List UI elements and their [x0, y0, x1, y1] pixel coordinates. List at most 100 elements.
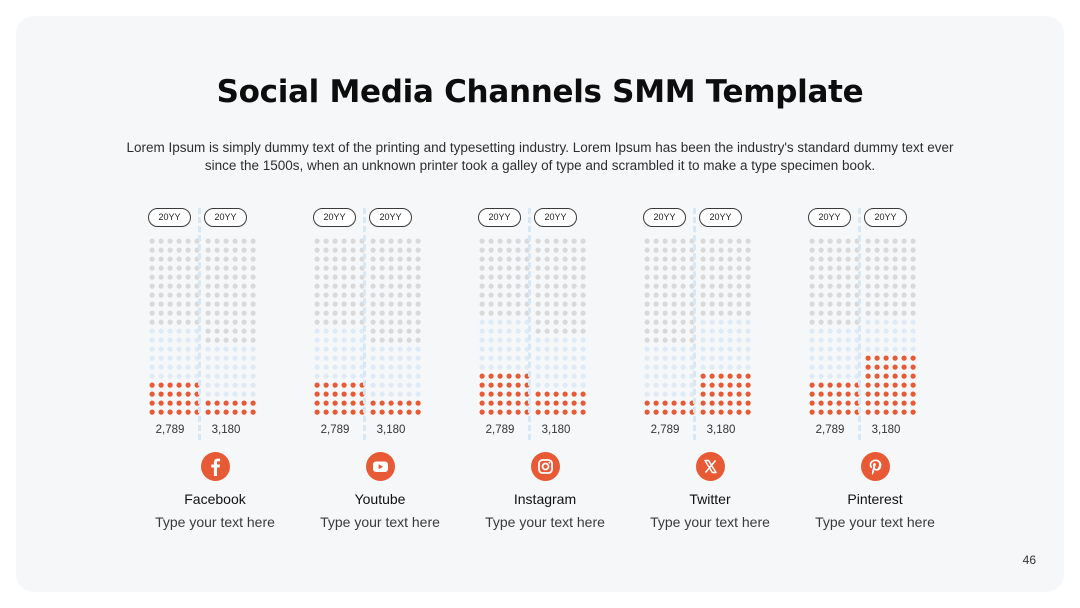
dot-light [488, 337, 494, 343]
dot-light [149, 364, 155, 370]
dot-empty [167, 238, 173, 244]
dot-empty [535, 319, 541, 325]
dot-empty [680, 337, 686, 343]
dot-filled [149, 391, 155, 397]
dot-light [488, 328, 494, 334]
channel-column-pinterest: 20YY 2,789 20YY 3,180 Pinterest Type your tex… [805, 208, 945, 538]
channel-description[interactable]: Type your text here [485, 514, 605, 530]
dot-filled [370, 400, 376, 406]
dot-empty [892, 256, 898, 262]
dot-empty [809, 256, 815, 262]
dot-light [415, 373, 421, 379]
dot-light [497, 328, 503, 334]
dot-light [515, 364, 521, 370]
dot-empty [332, 283, 338, 289]
dot-filled [736, 382, 742, 388]
dot-empty [718, 301, 724, 307]
dot-empty [845, 283, 851, 289]
dot-empty [250, 337, 256, 343]
channel-description[interactable]: Type your text here [155, 514, 275, 530]
dot-filled [515, 373, 521, 379]
dot-empty [671, 247, 677, 253]
dot-empty [736, 283, 742, 289]
dot-light [149, 346, 155, 352]
dot-light [553, 337, 559, 343]
dot-empty [214, 310, 220, 316]
dot-filled [901, 355, 907, 361]
dot-filled [149, 400, 155, 406]
dot-light [845, 355, 851, 361]
dot-empty [836, 247, 842, 253]
dot-light [553, 382, 559, 388]
dot-empty [644, 274, 650, 280]
dot-empty [479, 274, 485, 280]
dot-light [680, 382, 686, 388]
dot-empty [865, 265, 871, 271]
dot-filled [700, 400, 706, 406]
dot-light [250, 355, 256, 361]
dot-empty [571, 328, 577, 334]
dot-filled [865, 364, 871, 370]
dot-empty [827, 283, 833, 289]
dot-filled [406, 409, 412, 415]
dot-light [341, 346, 347, 352]
period-pill-left: 20YY [808, 208, 851, 227]
dot-light [515, 355, 521, 361]
channel-description[interactable]: Type your text here [815, 514, 935, 530]
dot-empty [241, 265, 247, 271]
dot-filled [158, 400, 164, 406]
dot-filled [341, 409, 347, 415]
dot-empty [506, 238, 512, 244]
value-label-left: 2,789 [155, 424, 185, 436]
dot-light [865, 337, 871, 343]
dot-empty [865, 247, 871, 253]
dot-filled [497, 382, 503, 388]
dot-filled [350, 400, 356, 406]
dot-filled [323, 409, 329, 415]
dot-light [323, 337, 329, 343]
channel-name: Facebook [184, 491, 246, 507]
dot-light [845, 373, 851, 379]
dot-filled [671, 409, 677, 415]
dot-filled [214, 400, 220, 406]
dot-empty [149, 256, 155, 262]
dot-light [901, 337, 907, 343]
dot-filled [680, 400, 686, 406]
dot-empty [506, 301, 512, 307]
dot-empty [892, 247, 898, 253]
dot-empty [709, 265, 715, 271]
dot-filled [544, 400, 550, 406]
dot-light [167, 328, 173, 334]
dot-empty [874, 256, 880, 262]
dot-empty [223, 310, 229, 316]
dot-filled [223, 400, 229, 406]
dot-light [167, 373, 173, 379]
dot-empty [718, 283, 724, 289]
dot-empty [874, 292, 880, 298]
dot-empty [232, 301, 238, 307]
dot-empty [314, 247, 320, 253]
channel-description[interactable]: Type your text here [650, 514, 770, 530]
channel-description[interactable]: Type your text here [320, 514, 440, 530]
dot-light [662, 346, 668, 352]
dot-light [479, 337, 485, 343]
dot-empty [910, 283, 916, 289]
dot-empty [350, 265, 356, 271]
dot-light [185, 364, 191, 370]
dot-empty [709, 283, 715, 289]
dot-empty [653, 301, 659, 307]
dot-empty [158, 238, 164, 244]
dot-empty [553, 310, 559, 316]
dot-filled [562, 391, 568, 397]
dot-empty [350, 301, 356, 307]
dot-empty [332, 310, 338, 316]
dot-light [379, 355, 385, 361]
dot-empty [149, 283, 155, 289]
dot-light [241, 355, 247, 361]
dot-light [653, 382, 659, 388]
dot-empty [379, 337, 385, 343]
dot-empty [580, 265, 586, 271]
dot-empty [205, 256, 211, 262]
dot-light [562, 364, 568, 370]
dot-empty [836, 283, 842, 289]
